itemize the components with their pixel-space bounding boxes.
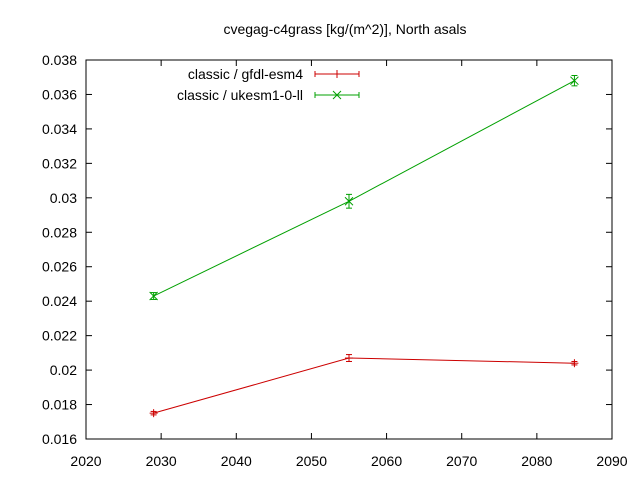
y-tick-label: 0.026 [42,259,77,275]
legend-marker-d2 [332,90,342,100]
y-tick-label: 0.022 [42,328,77,344]
legend-marker [332,90,342,100]
series-line [153,357,575,414]
data-point-d2 [344,196,354,206]
chart-title: cvegag-c4grass [kg/(m^2)], North asals [223,21,466,37]
legend-label: classic / gfdl-esm4 [188,66,303,82]
data-point [345,354,353,363]
data-point [570,76,579,86]
x-tick-label: 2060 [371,453,402,469]
y-tick-label: 0.038 [42,52,77,68]
y-tick-label: 0.028 [42,224,77,240]
x-tick-label: 2050 [296,453,327,469]
data-point-d2 [570,76,579,86]
data-point [149,291,158,301]
x-tick-label: 2040 [221,453,252,469]
x-tick-label: 2080 [521,453,552,469]
series-1 [149,75,579,301]
axes: 2020 2030 2040 2050 2060 2070 2080 2090 0.016 0.0… [42,52,628,469]
data-point-d2 [149,291,158,301]
x-tick-label: 2070 [446,453,477,469]
legend: classic / gfdl-esm4 classic / ukesm1-0-ll [177,66,360,103]
y-tick-label: 0.03 [50,190,77,206]
y-tick-label: 0.016 [42,431,77,447]
x-tick-label: 2090 [596,453,627,469]
data-point [149,409,158,418]
y-tick-label: 0.024 [42,293,77,309]
data-point [344,196,354,206]
series-layer [149,75,579,418]
legend-item-0: classic / gfdl-esm4 [188,66,360,82]
y-tick-label: 0.032 [42,155,77,171]
y-tick-label: 0.018 [42,397,77,413]
series-line [153,80,575,297]
plot-frame [85,59,613,440]
legend-label: classic / ukesm1-0-ll [177,87,303,103]
x-tick-label: 2020 [70,453,101,469]
legend-item-1: classic / ukesm1-0-ll [177,87,360,103]
x-tick-label: 2030 [146,453,177,469]
y-tick-label: 0.02 [50,362,77,378]
y-tick-label: 0.034 [42,121,77,137]
legend-marker [333,70,341,78]
y-tick-label: 0.036 [42,86,77,102]
data-point [570,359,579,368]
series-0 [149,354,579,418]
